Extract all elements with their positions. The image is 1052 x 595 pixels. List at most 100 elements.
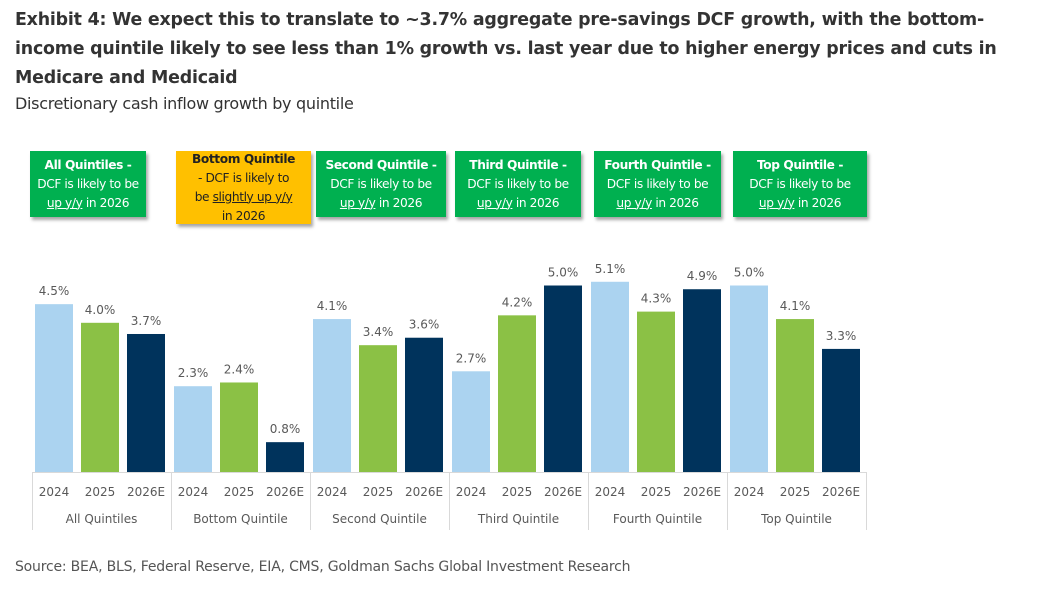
data-label: 2.4%	[224, 362, 255, 376]
callout-heading: Fourth Quintile -	[604, 157, 711, 172]
data-label: 3.6%	[409, 318, 440, 332]
callout-emphasis: up y/y	[758, 195, 795, 210]
bar-2024	[35, 304, 73, 472]
callout-heading: All Quintiles -	[44, 157, 132, 172]
data-label: 2.3%	[178, 366, 209, 380]
callout-text: up y/y in 2026	[733, 194, 867, 213]
callout-text-prefix: be	[194, 189, 213, 204]
callout-text-suffix: in 2026	[375, 195, 423, 210]
callout-heading: Bottom Quintile	[192, 151, 295, 166]
chart-subtitle: Discretionary cash inflow growth by quin…	[15, 94, 354, 113]
data-label: 3.3%	[826, 329, 857, 343]
bar-2024	[730, 285, 768, 472]
bar-2024	[174, 386, 212, 472]
callout-box: Third Quintile - DCF is likely to be up y/…	[455, 151, 581, 217]
callout-text: up y/y in 2026	[30, 194, 146, 213]
bar-2025	[81, 322, 119, 472]
bar-2024	[452, 371, 490, 472]
x-tick-label: 2024	[317, 485, 348, 499]
x-tick-label: 2026E	[405, 485, 443, 499]
x-tick-label: 2026E	[822, 485, 860, 499]
group-label: Bottom Quintile	[193, 512, 288, 526]
callout-text: be slightly up y/y	[176, 188, 311, 207]
x-tick-label: 2024	[456, 485, 487, 499]
group-label: Third Quintile	[477, 512, 559, 526]
data-label: 4.3%	[641, 292, 672, 306]
callout-emphasis: up y/y	[616, 195, 652, 210]
bar-2026e	[683, 289, 721, 472]
data-label: 4.1%	[317, 299, 348, 313]
x-tick-label: 2026E	[683, 485, 721, 499]
callout-text: DCF is likely to be	[749, 176, 851, 191]
data-label: 4.5%	[39, 284, 70, 298]
callout-emphasis: up y/y	[476, 195, 513, 210]
callout-box: Top Quintile - DCF is likely to be up y/y …	[733, 151, 867, 217]
group-label: Top Quintile	[760, 512, 832, 526]
x-tick-label: 2024	[595, 485, 626, 499]
callout-box: All Quintiles - DCF is likely to be up y/y…	[30, 151, 146, 217]
data-label: 4.1%	[780, 299, 811, 313]
callout-box: Fourth Quintile - DCF is likely to be up y…	[594, 151, 721, 217]
callout-box: Bottom Quintile - DCF is likely to be slig…	[176, 151, 311, 224]
callout-text: up y/y in 2026	[316, 194, 446, 213]
data-label: 0.8%	[270, 422, 301, 436]
bar-2026e	[127, 333, 165, 472]
callout-text: - DCF is likely to	[197, 170, 290, 185]
x-tick-label: 2026E	[544, 485, 582, 499]
callout-emphasis: slightly up y/y	[212, 189, 293, 204]
x-tick-label: 2024	[734, 485, 765, 499]
callout-text: in 2026	[221, 208, 266, 223]
data-label: 3.4%	[363, 325, 394, 339]
callout-emphasis: up y/y	[339, 195, 376, 210]
callout-text: DCF is likely to be	[330, 176, 432, 191]
callout-text: DCF is likely to be	[37, 176, 139, 191]
bar-2025	[776, 319, 814, 472]
callout-text: up y/y in 2026	[594, 194, 721, 213]
x-tick-label: 2025	[363, 485, 394, 499]
x-tick-label: 2026E	[266, 485, 304, 499]
x-tick-label: 2025	[502, 485, 533, 499]
bar-2025	[498, 315, 536, 472]
data-label: 5.0%	[548, 266, 579, 280]
bar-2026e	[822, 348, 860, 472]
data-label: 4.9%	[687, 269, 718, 283]
callout-text-suffix: in 2026	[82, 195, 130, 210]
bar-2025	[220, 382, 258, 472]
x-tick-label: 2025	[780, 485, 811, 499]
x-tick-label: 2025	[85, 485, 116, 499]
callout-emphasis: up y/y	[46, 195, 83, 210]
callout-text: up y/y in 2026	[455, 194, 581, 213]
data-label: 4.2%	[502, 295, 533, 309]
callout-text: DCF is likely to be	[606, 176, 709, 191]
x-tick-label: 2024	[39, 485, 70, 499]
callout-text-suffix: in 2026	[512, 195, 560, 210]
data-label: 3.7%	[131, 314, 162, 328]
callout-text-suffix: in 2026	[794, 195, 842, 210]
bar-2026e	[266, 442, 304, 472]
data-label: 5.1%	[595, 262, 626, 276]
group-label: Second Quintile	[332, 512, 427, 526]
bar-2024	[313, 319, 351, 472]
group-label: All Quintiles	[66, 512, 138, 526]
callout-text: DCF is likely to be	[467, 176, 569, 191]
data-label: 2.7%	[456, 351, 487, 365]
bar-2025	[637, 311, 675, 472]
callout-box: Second Quintile - DCF is likely to be up y…	[316, 151, 446, 217]
source-note: Source: BEA, BLS, Federal Reserve, EIA, …	[15, 559, 631, 575]
callout-heading: Second Quintile -	[325, 157, 437, 172]
x-tick-label: 2025	[641, 485, 672, 499]
callout-text-suffix: in 2026	[651, 195, 699, 210]
bar-2026e	[544, 285, 582, 472]
bar-2024	[591, 281, 629, 472]
x-tick-label: 2025	[224, 485, 255, 499]
data-label: 4.0%	[85, 303, 116, 317]
data-label: 5.0%	[734, 266, 765, 280]
bar-2025	[359, 345, 397, 472]
exhibit-title: Exhibit 4: We expect this to translate t…	[15, 10, 997, 88]
bar-2026e	[405, 337, 443, 472]
x-tick-label: 2024	[178, 485, 209, 499]
group-label: Fourth Quintile	[613, 512, 702, 526]
callout-heading: Third Quintile -	[469, 157, 567, 172]
x-tick-label: 2026E	[127, 485, 165, 499]
